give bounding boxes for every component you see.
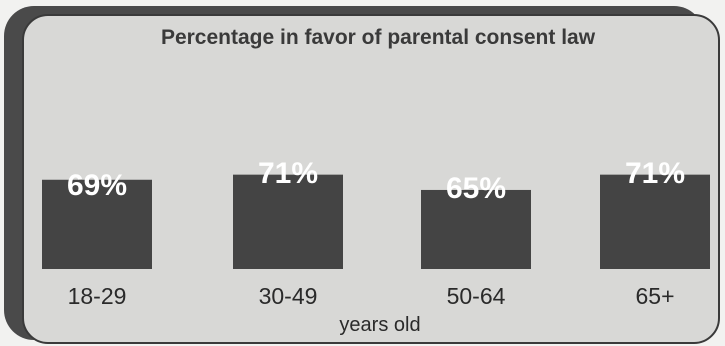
category-label: 18-29 [68,283,127,309]
category-label: 65+ [635,283,674,309]
bar-30-49 [233,174,343,269]
bar-65+ [600,174,710,269]
category-label: 50-64 [447,283,506,309]
bars-group: 69% 18-29 71% 30-49 65% 50-64 71% 65+ [42,157,710,309]
bar-value-label: 65% [446,172,506,205]
bar-50-64 [421,189,531,269]
bar-value-label: 71% [258,157,318,190]
bar-value-label: 71% [625,157,685,190]
bar-18-29 [42,179,152,269]
chart-title: Percentage in favor of parental consent … [161,26,596,49]
bar-value-label: 69% [67,169,127,202]
x-axis-label: years old [339,314,420,336]
category-label: 30-49 [259,283,318,309]
